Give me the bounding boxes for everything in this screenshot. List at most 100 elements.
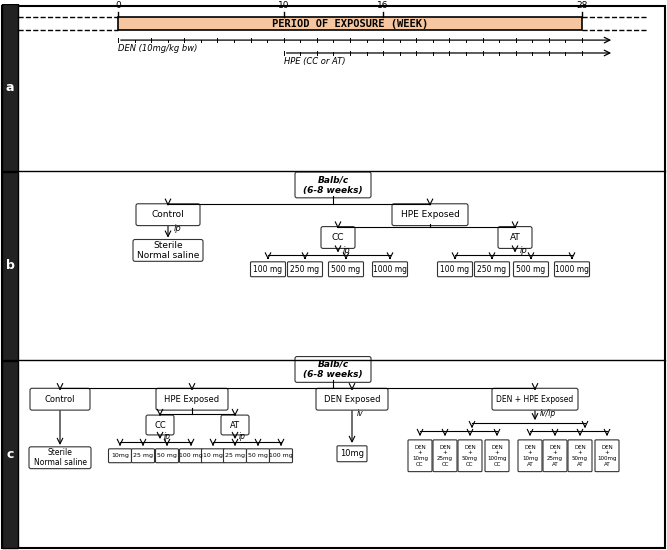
- FancyBboxPatch shape: [156, 388, 228, 410]
- Text: HPE Exposed: HPE Exposed: [401, 210, 460, 219]
- FancyBboxPatch shape: [221, 415, 249, 435]
- FancyBboxPatch shape: [438, 262, 472, 277]
- Text: ip: ip: [520, 246, 528, 255]
- Text: 50 mg: 50 mg: [248, 453, 268, 458]
- FancyBboxPatch shape: [2, 360, 18, 548]
- Text: CC: CC: [154, 421, 166, 430]
- FancyBboxPatch shape: [29, 447, 91, 469]
- Text: 250 mg: 250 mg: [290, 265, 319, 274]
- FancyBboxPatch shape: [595, 440, 619, 472]
- FancyBboxPatch shape: [201, 449, 225, 463]
- FancyBboxPatch shape: [2, 7, 665, 548]
- Text: 25 mg: 25 mg: [225, 453, 245, 458]
- Text: PERIOD OF EXPOSURE (WEEK): PERIOD OF EXPOSURE (WEEK): [272, 19, 428, 29]
- Text: Balb/c
(6-8 weeks): Balb/c (6-8 weeks): [303, 175, 363, 195]
- FancyBboxPatch shape: [321, 227, 355, 249]
- Text: 50 mg: 50 mg: [157, 453, 177, 458]
- Text: 25 mg: 25 mg: [133, 453, 153, 458]
- FancyBboxPatch shape: [518, 440, 542, 472]
- Text: 100 mg: 100 mg: [440, 265, 470, 274]
- Text: Sterile
Normal saline: Sterile Normal saline: [33, 448, 87, 467]
- Text: 250 mg: 250 mg: [478, 265, 506, 274]
- Text: 100 mg: 100 mg: [179, 453, 203, 458]
- Text: 1000 mg: 1000 mg: [555, 265, 589, 274]
- Text: 500 mg: 500 mg: [331, 265, 361, 274]
- Text: AT: AT: [230, 421, 240, 430]
- Text: 1000 mg: 1000 mg: [373, 265, 407, 274]
- FancyBboxPatch shape: [485, 440, 509, 472]
- Text: Control: Control: [151, 210, 184, 219]
- Text: DEN
+
100mg
CC: DEN + 100mg CC: [488, 444, 507, 467]
- FancyBboxPatch shape: [251, 262, 285, 277]
- Text: ip: ip: [239, 432, 246, 442]
- Text: DEN
+
10mg
CC: DEN + 10mg CC: [412, 444, 428, 467]
- FancyBboxPatch shape: [568, 440, 592, 472]
- FancyBboxPatch shape: [155, 449, 179, 463]
- FancyBboxPatch shape: [337, 446, 367, 461]
- FancyBboxPatch shape: [392, 204, 468, 226]
- Text: DEN
+
25mg
AT: DEN + 25mg AT: [547, 444, 563, 467]
- FancyBboxPatch shape: [554, 262, 590, 277]
- FancyBboxPatch shape: [295, 172, 371, 198]
- FancyBboxPatch shape: [133, 239, 203, 261]
- Text: c: c: [6, 448, 14, 461]
- Text: 100 mg: 100 mg: [269, 453, 293, 458]
- Text: ip: ip: [164, 432, 171, 442]
- FancyBboxPatch shape: [372, 262, 408, 277]
- Text: Balb/c
(6-8 weeks): Balb/c (6-8 weeks): [303, 360, 363, 379]
- FancyBboxPatch shape: [316, 388, 388, 410]
- Text: CC: CC: [331, 233, 344, 242]
- Text: 28: 28: [576, 1, 588, 10]
- FancyBboxPatch shape: [136, 204, 200, 226]
- Bar: [118, 17, 582, 30]
- Text: ip: ip: [343, 246, 351, 255]
- Text: DEN (10mg/kg bw): DEN (10mg/kg bw): [118, 44, 197, 53]
- Text: AT: AT: [510, 233, 520, 242]
- Text: iv: iv: [357, 409, 364, 417]
- Text: 10 mg: 10 mg: [203, 453, 223, 458]
- Text: Control: Control: [45, 395, 75, 404]
- Text: 10: 10: [278, 1, 289, 10]
- FancyBboxPatch shape: [329, 262, 364, 277]
- FancyBboxPatch shape: [131, 449, 155, 463]
- Text: DEN
+
25mg
CC: DEN + 25mg CC: [437, 444, 453, 467]
- FancyBboxPatch shape: [514, 262, 548, 277]
- Text: iv/ip: iv/ip: [540, 409, 556, 417]
- FancyBboxPatch shape: [247, 449, 269, 463]
- FancyBboxPatch shape: [223, 449, 247, 463]
- FancyBboxPatch shape: [543, 440, 567, 472]
- Text: 500 mg: 500 mg: [516, 265, 546, 274]
- Text: 0: 0: [115, 1, 121, 10]
- FancyBboxPatch shape: [492, 388, 578, 410]
- FancyBboxPatch shape: [109, 449, 131, 463]
- FancyBboxPatch shape: [474, 262, 510, 277]
- FancyBboxPatch shape: [146, 415, 174, 435]
- Text: DEN
+
10mg
AT: DEN + 10mg AT: [522, 444, 538, 467]
- FancyBboxPatch shape: [498, 227, 532, 249]
- Text: DEN
+
50mg
AT: DEN + 50mg AT: [572, 444, 588, 467]
- Text: a: a: [6, 81, 14, 94]
- Text: HPE (CC or AT): HPE (CC or AT): [283, 57, 346, 66]
- FancyBboxPatch shape: [269, 449, 293, 463]
- FancyBboxPatch shape: [2, 172, 18, 360]
- Text: 100 mg: 100 mg: [253, 265, 283, 274]
- Text: DEN + HPE Exposed: DEN + HPE Exposed: [496, 395, 574, 404]
- Text: Sterile
Normal saline: Sterile Normal saline: [137, 241, 199, 260]
- FancyBboxPatch shape: [458, 440, 482, 472]
- FancyBboxPatch shape: [287, 262, 323, 277]
- FancyBboxPatch shape: [433, 440, 457, 472]
- Text: 10mg: 10mg: [111, 453, 129, 458]
- FancyBboxPatch shape: [30, 388, 90, 410]
- FancyBboxPatch shape: [295, 356, 371, 382]
- Text: 10mg: 10mg: [340, 449, 364, 458]
- Text: DEN
+
100mg
AT: DEN + 100mg AT: [597, 444, 617, 467]
- Text: ip: ip: [174, 224, 181, 233]
- Text: DEN Exposed: DEN Exposed: [323, 395, 380, 404]
- Text: 16: 16: [378, 1, 389, 10]
- FancyBboxPatch shape: [408, 440, 432, 472]
- Text: b: b: [5, 259, 15, 272]
- FancyBboxPatch shape: [179, 449, 203, 463]
- Text: HPE Exposed: HPE Exposed: [165, 395, 219, 404]
- Text: DEN
+
50mg
CC: DEN + 50mg CC: [462, 444, 478, 467]
- FancyBboxPatch shape: [2, 4, 18, 171]
